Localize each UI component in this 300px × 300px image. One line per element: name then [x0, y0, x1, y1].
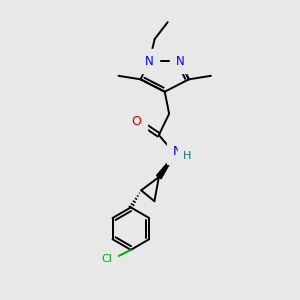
- Text: H: H: [183, 152, 192, 161]
- Text: O: O: [131, 115, 141, 128]
- Text: N: N: [176, 55, 184, 68]
- Text: Cl: Cl: [101, 254, 112, 264]
- Text: N: N: [145, 55, 154, 68]
- Polygon shape: [157, 154, 175, 179]
- Text: N: N: [173, 145, 182, 158]
